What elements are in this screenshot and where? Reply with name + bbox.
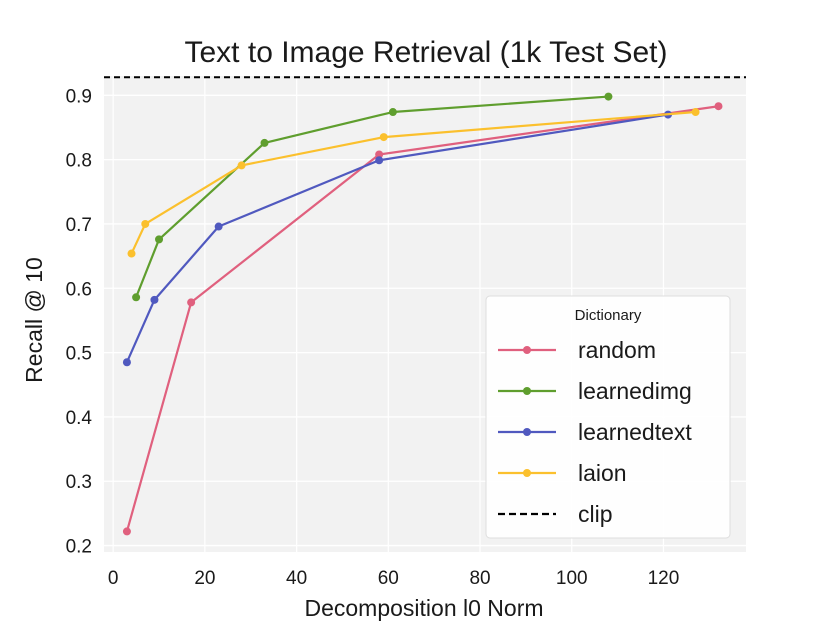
chart-title: Text to Image Retrieval (1k Test Set) — [185, 36, 668, 69]
legend-label-learnedtext: learnedtext — [578, 419, 692, 445]
data-point — [260, 138, 269, 147]
x-tick-label: 40 — [286, 568, 307, 589]
y-tick-label: 0.6 — [66, 279, 92, 300]
x-tick-label: 100 — [556, 568, 588, 589]
series-random — [122, 102, 723, 536]
y-tick-label: 0.2 — [66, 537, 92, 558]
x-tick-label: 80 — [469, 568, 490, 589]
y-tick-label: 0.9 — [66, 86, 92, 107]
data-point — [375, 150, 384, 159]
data-point — [127, 249, 136, 258]
data-point — [150, 295, 159, 304]
data-point — [604, 92, 613, 101]
data-point — [714, 102, 723, 111]
data-point — [388, 108, 397, 117]
data-point — [237, 161, 246, 170]
data-point — [132, 293, 141, 302]
legend-marker — [523, 387, 531, 395]
data-point — [141, 219, 150, 228]
x-tick-label: 20 — [194, 568, 215, 589]
series-group — [122, 92, 723, 536]
x-tick-label: 120 — [648, 568, 680, 589]
series-line — [125, 105, 719, 532]
data-point — [187, 298, 196, 307]
y-axis-title: Recall @ 10 — [21, 257, 47, 383]
legend-label-random: random — [578, 337, 656, 363]
x-axis-title: Decomposition l0 Norm — [304, 595, 543, 621]
y-tick-label: 0.5 — [66, 344, 92, 365]
data-point — [122, 527, 131, 536]
legend-marker — [523, 469, 531, 477]
legend-marker — [523, 346, 531, 354]
data-point — [155, 235, 164, 244]
y-tick-label: 0.4 — [66, 408, 93, 429]
legend-label-clip: clip — [578, 501, 613, 527]
y-ticks: 0.2 0.3 0.4 0.5 0.6 0.7 0.8 0.9 — [66, 86, 93, 557]
series-learnedtext — [122, 110, 673, 367]
data-point — [214, 222, 223, 231]
y-tick-label: 0.8 — [66, 151, 92, 172]
legend-label-laion: laion — [578, 460, 627, 486]
x-tick-label: 60 — [378, 568, 399, 589]
x-tick-label: 0 — [108, 568, 119, 589]
data-point — [691, 108, 700, 117]
data-point — [122, 358, 131, 367]
y-tick-label: 0.7 — [66, 215, 92, 236]
legend-marker — [523, 428, 531, 436]
legend-title: Dictionary — [575, 307, 642, 324]
series-learnedimg — [132, 92, 613, 302]
data-point — [375, 156, 384, 165]
data-point — [379, 133, 388, 142]
legend-box — [485, 295, 731, 539]
series-laion — [127, 108, 700, 258]
y-tick-label: 0.3 — [66, 472, 92, 493]
legend-label-learnedimg: learnedimg — [578, 378, 692, 404]
x-ticks: 0 20 40 60 80 100 120 — [108, 568, 679, 589]
legend: Dictionary random learnedimg learnedtext la… — [485, 295, 731, 539]
